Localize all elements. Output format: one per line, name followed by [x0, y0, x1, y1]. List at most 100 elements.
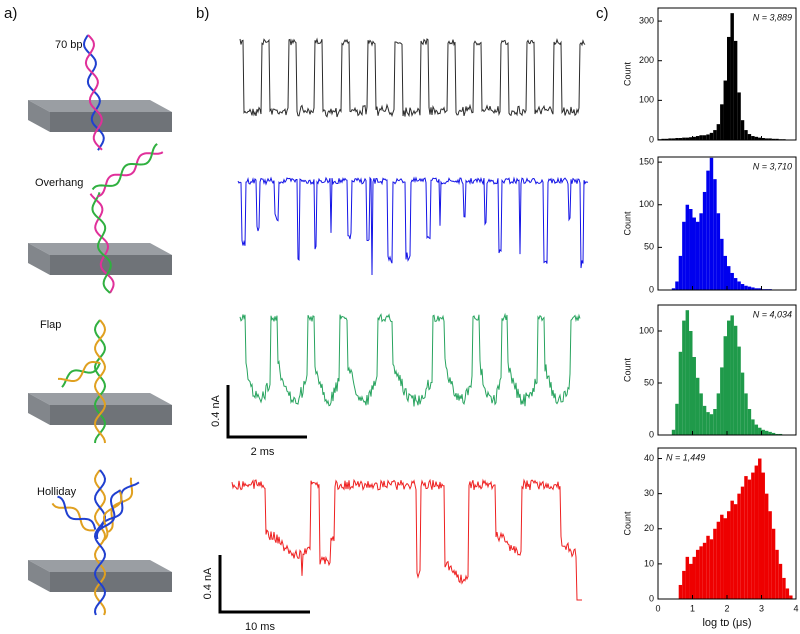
- current-trace: [237, 176, 589, 276]
- y-tick-label: 10: [644, 558, 654, 568]
- count-annotation: N = 3,710: [753, 161, 792, 171]
- histogram-bar: [713, 130, 717, 140]
- histogram-bar: [678, 255, 683, 290]
- histogram-bar: [689, 209, 693, 290]
- histogram-bar: [775, 549, 779, 599]
- histogram-bar: [747, 409, 752, 435]
- histogram-bar: [768, 511, 772, 599]
- y-tick-label: 100: [639, 199, 654, 209]
- y-tick-label: 0: [649, 134, 654, 144]
- x-axis-label: log tᴅ (μs): [702, 617, 751, 629]
- histogram-bar: [730, 500, 734, 599]
- histogram-bar: [751, 419, 755, 435]
- histogram-bar: [689, 137, 693, 140]
- panel-label: b): [196, 5, 209, 22]
- histogram-bar: [685, 556, 690, 599]
- count-annotation: N = 3,889: [753, 12, 792, 22]
- construct-label: Holliday: [37, 486, 77, 498]
- histogram-bar: [706, 170, 710, 290]
- histogram-bar: [785, 588, 790, 599]
- scale-label: 0.4 nA: [210, 394, 222, 426]
- histogram-bar: [713, 409, 717, 435]
- y-tick-label: 100: [639, 95, 654, 105]
- y-tick-label: 40: [644, 453, 654, 463]
- histogram-bar: [730, 13, 734, 141]
- membrane-top: [28, 100, 172, 112]
- histogram-bar: [685, 310, 690, 435]
- histogram-bar: [733, 325, 738, 435]
- dna-strand: [93, 469, 107, 616]
- histogram-bar: [740, 120, 745, 140]
- current-trace: [239, 37, 586, 118]
- histogram-bar: [758, 458, 762, 599]
- y-tick-label: 0: [649, 284, 654, 294]
- histogram-bar: [682, 137, 686, 140]
- histogram-bar: [699, 393, 703, 435]
- histogram-bar: [709, 157, 714, 290]
- histogram-bar: [689, 563, 693, 599]
- y-tick-label: 300: [639, 15, 654, 25]
- histogram-bar: [761, 472, 765, 599]
- histogram-bar: [778, 433, 783, 435]
- dna-strand: [100, 481, 140, 529]
- histogram-bar: [709, 414, 714, 435]
- histogram-bar: [692, 357, 696, 435]
- histogram-bar: [702, 191, 707, 290]
- membrane-top: [28, 393, 172, 405]
- construct-label: Overhang: [35, 177, 83, 189]
- histogram-bar: [754, 465, 759, 599]
- histogram-bar: [675, 138, 679, 140]
- membrane-top: [28, 243, 172, 255]
- histogram-bar: [709, 132, 714, 140]
- scale-bar: [218, 555, 310, 614]
- histogram-bar: [699, 213, 703, 290]
- y-axis-label: Count: [622, 511, 632, 536]
- histogram-bar: [702, 405, 707, 435]
- histogram-bar: [689, 331, 693, 435]
- histogram-bar: [706, 535, 710, 599]
- histogram-bar: [702, 135, 707, 140]
- histogram-bar: [720, 367, 724, 435]
- histogram-bar: [716, 393, 721, 435]
- histogram-bar: [720, 514, 724, 599]
- dna-strand: [91, 192, 112, 294]
- histogram-bar: [678, 351, 683, 435]
- histogram-bar: [751, 136, 755, 140]
- histogram-bar: [727, 320, 731, 435]
- histogram-bar: [754, 424, 759, 435]
- count-annotation: N = 1,449: [666, 452, 705, 462]
- histogram-bar: [661, 138, 665, 140]
- y-axis-label: Count: [622, 358, 632, 383]
- histogram-bar: [682, 221, 686, 290]
- histogram-bar: [754, 136, 759, 140]
- histogram-bar: [682, 570, 686, 599]
- scale-bar: [226, 385, 307, 439]
- histogram-bar: [723, 80, 727, 140]
- histogram-bar: [699, 135, 703, 140]
- histogram-bar: [692, 217, 696, 290]
- histogram-bar: [720, 238, 724, 290]
- histogram-bar: [713, 179, 717, 290]
- histogram-bar: [747, 286, 752, 290]
- y-tick-label: 30: [644, 488, 654, 498]
- y-tick-label: 200: [639, 55, 654, 65]
- histogram-bar: [695, 136, 700, 140]
- histogram-bar: [695, 549, 700, 599]
- scale-label: 0.4 nA: [202, 567, 214, 599]
- histogram-bar: [737, 346, 741, 435]
- membrane-front: [50, 572, 172, 592]
- histogram-bar: [723, 255, 727, 290]
- histogram-bar: [740, 372, 745, 435]
- histogram-bar: [723, 336, 727, 435]
- y-tick-label: 20: [644, 523, 654, 533]
- histogram-bar: [751, 472, 755, 599]
- histogram-bar: [733, 278, 738, 290]
- histogram-bar: [744, 393, 748, 435]
- histogram-bar: [771, 528, 776, 599]
- histogram-bar: [758, 288, 762, 290]
- histogram-bar: [720, 104, 724, 140]
- histogram-bar: [692, 556, 696, 599]
- dna-strand: [96, 489, 122, 540]
- x-tick-label: 1: [690, 603, 695, 613]
